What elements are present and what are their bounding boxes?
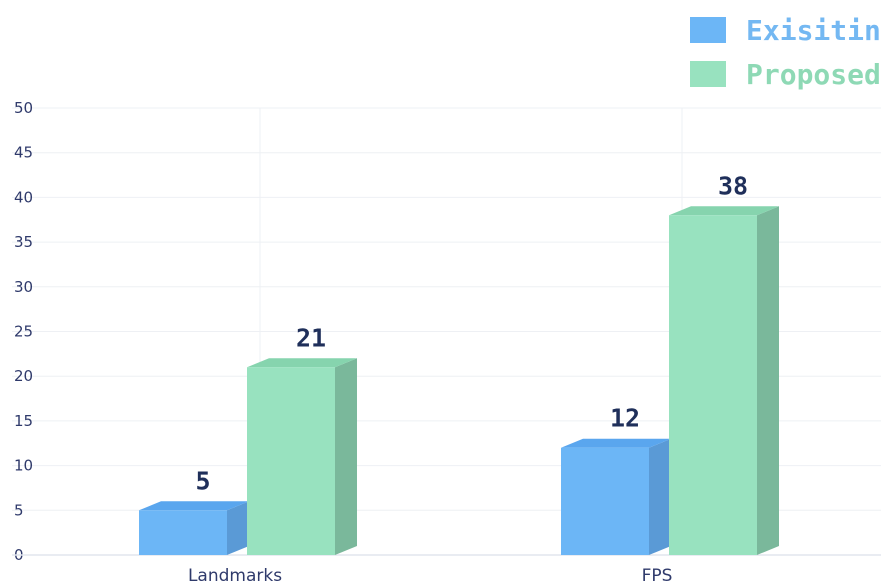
legend-swatch-proposed — [690, 61, 726, 87]
bar-landmarks-exisiting — [139, 501, 249, 555]
y-tick-label-10: 10 — [14, 457, 33, 475]
data-label-fps-exisiting: 12 — [610, 404, 640, 433]
bar-fps-exisiting — [561, 439, 671, 555]
data-label-landmarks-proposed: 21 — [296, 323, 326, 352]
bar-side-face — [649, 439, 671, 555]
y-tick-label-15: 15 — [14, 412, 33, 430]
y-tick-label-20: 20 — [14, 367, 33, 385]
legend-swatch-exisiting — [690, 17, 726, 43]
legend-label-exisiting: Exisiting — [746, 14, 881, 47]
bar-landmarks-proposed — [247, 358, 357, 555]
bar-fps-proposed — [669, 206, 779, 555]
legend-label-proposed: Proposed — [746, 58, 881, 91]
bar-front-face — [561, 448, 649, 555]
y-tick-label-40: 40 — [14, 188, 33, 206]
bar-side-face — [227, 501, 249, 555]
y-tick-label-45: 45 — [14, 144, 33, 162]
bar-front-face — [139, 510, 227, 555]
x-tick-label-landmarks: Landmarks — [188, 566, 282, 583]
data-label-fps-proposed: 38 — [718, 171, 748, 200]
y-tick-label-30: 30 — [14, 278, 33, 296]
data-label-landmarks-exisiting: 5 — [195, 466, 210, 495]
x-tick-label-fps: FPS — [642, 566, 673, 583]
y-tick-label-50: 50 — [14, 99, 33, 117]
y-tick-label-35: 35 — [14, 233, 33, 251]
bar-side-face — [335, 358, 357, 555]
bar-front-face — [669, 215, 757, 555]
bar-side-face — [757, 206, 779, 555]
y-tick-label-5: 5 — [14, 501, 24, 519]
y-tick-label-25: 25 — [14, 323, 33, 341]
bar-front-face — [247, 367, 335, 555]
